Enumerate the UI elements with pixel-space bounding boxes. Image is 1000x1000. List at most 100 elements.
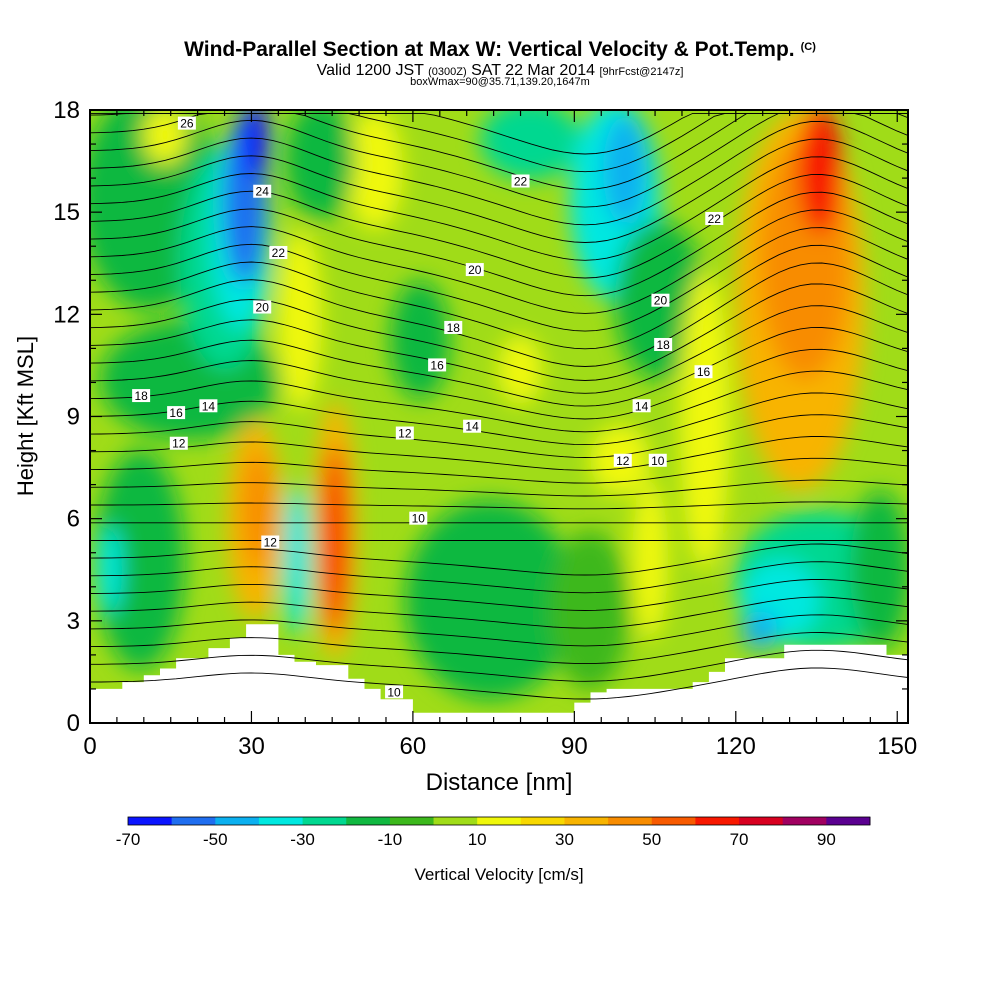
contour-label: 18 xyxy=(654,337,673,352)
contour-label-text: 16 xyxy=(169,406,183,420)
chart-subtitle: Valid 1200 JST (0300Z) SAT 22 Mar 2014 [… xyxy=(0,62,1000,80)
colorbar-swatch xyxy=(215,817,260,825)
theta-contour-line xyxy=(90,392,908,446)
y-tick-label: 3 xyxy=(67,608,80,635)
blob-cyan-downdraft xyxy=(283,485,311,635)
blob-red-right-top xyxy=(798,110,842,235)
colorbar-tick-label: 50 xyxy=(642,830,661,849)
contour-label: 10 xyxy=(409,511,428,526)
contour-label-bg xyxy=(465,263,484,277)
contour-label-bg xyxy=(613,453,632,467)
blob-red-updraft2 xyxy=(323,445,347,635)
colorbar-swatch xyxy=(826,817,871,825)
blob-darkblue-left xyxy=(241,110,269,180)
contour-label-text: 10 xyxy=(412,512,426,526)
x-tick-label: 90 xyxy=(561,733,588,760)
theta-contour-line xyxy=(90,174,908,279)
contour-label-text: 16 xyxy=(697,365,711,379)
theta-contour-line xyxy=(90,561,908,594)
contour-label-bg xyxy=(651,293,670,307)
velocity-field xyxy=(90,110,908,723)
y-tick-label: 0 xyxy=(67,710,80,737)
contour-label-bg xyxy=(648,453,667,467)
contour-label-bg xyxy=(632,399,651,413)
contour-label-text: 20 xyxy=(654,294,668,308)
contour-label-text: 20 xyxy=(256,301,270,315)
contour-label-bg xyxy=(253,300,272,314)
colorbar-swatch xyxy=(302,817,347,825)
colorbar-tick-label: 90 xyxy=(817,830,836,849)
theta-contour-line xyxy=(90,414,908,458)
x-tick-label: 0 xyxy=(83,733,96,760)
colorbar-swatch xyxy=(477,817,522,825)
blob-cyan-lower-left xyxy=(98,525,122,615)
contour-label-bg xyxy=(261,535,280,549)
contour-label: 10 xyxy=(385,685,404,699)
x-tick-label: 120 xyxy=(716,733,756,760)
theta-contour-line xyxy=(90,227,908,332)
contour-label-text: 14 xyxy=(202,399,216,413)
terrain-mask xyxy=(90,624,908,723)
blob-yellow-mid2 xyxy=(498,335,542,405)
blob-blue-right-low xyxy=(742,610,778,650)
contour-label: 22 xyxy=(705,211,724,226)
y-axis-label: Height [Kft MSL] xyxy=(13,336,38,496)
contour-label-bg xyxy=(463,419,482,433)
theta-contour-line xyxy=(90,667,908,700)
contour-labels: 26 24 22 20 18 16 14 12 12 12 10 10 16 18 20 14 22 12 10 14… xyxy=(132,116,724,699)
contour-label-bg xyxy=(409,511,428,525)
theta-contour-line xyxy=(90,244,908,350)
colorbar-swatch xyxy=(564,817,609,825)
blob-green-top-mid xyxy=(285,110,355,220)
contour-label: 26 xyxy=(177,116,196,131)
contour-label: 22 xyxy=(511,174,530,189)
contour-label: 12 xyxy=(613,453,632,468)
contour-label-bg xyxy=(444,320,463,334)
y-tick-label: 18 xyxy=(53,97,80,124)
contour-label-bg xyxy=(428,358,447,372)
contour-label-text: 18 xyxy=(447,321,461,335)
x-tick-label: 60 xyxy=(400,733,427,760)
contour-label-text: 18 xyxy=(656,338,670,352)
contour-label-bg xyxy=(654,337,673,351)
contour-label-text: 24 xyxy=(256,185,270,199)
contour-label-bg xyxy=(511,174,530,188)
colorbar-tick-label: -30 xyxy=(290,830,315,849)
colorbar-frame xyxy=(127,816,871,826)
theta-contour-line xyxy=(90,614,908,647)
blob-blue-top xyxy=(603,115,647,225)
contour-label-text: 26 xyxy=(180,117,194,131)
colorbar-swatch xyxy=(389,817,435,825)
valid-time: Valid 1200 JST xyxy=(316,62,424,79)
theta-contour-line xyxy=(90,501,908,510)
contour-label-bg xyxy=(177,116,196,130)
colorbar: -70 -50 -30 -10 10 30 50 70 90 xyxy=(116,816,871,849)
theta-contour-line xyxy=(90,120,908,226)
theta-contour-line xyxy=(90,112,908,155)
contour-label: 18 xyxy=(444,320,463,335)
x-tick-label: 30 xyxy=(238,733,265,760)
colorbar-swatch xyxy=(520,817,565,825)
theta-contour-line xyxy=(90,596,908,629)
contour-label: 16 xyxy=(694,365,713,379)
theta-contour-line xyxy=(90,436,908,471)
x-tick-label: 150 xyxy=(877,733,917,760)
colorbar-swatch xyxy=(258,817,304,825)
axes: 0 30 60 90 120 150 0 3 6 9 12 15 18 xyxy=(53,97,917,760)
contour-label-text: 22 xyxy=(272,246,286,260)
colorbar-tick-label: -50 xyxy=(203,830,228,849)
contour-label-text: 14 xyxy=(635,399,649,413)
contour-label-text: 14 xyxy=(465,420,479,434)
contour-label-bg xyxy=(253,184,272,198)
blob-cyan-top xyxy=(480,110,580,180)
colorbar-swatch xyxy=(782,817,827,825)
colorbar-swatch xyxy=(128,817,173,825)
contour-label-bg xyxy=(169,436,188,450)
contour-label: 18 xyxy=(132,389,151,403)
y-tick-label: 6 xyxy=(67,506,80,533)
contour-label-text: 22 xyxy=(708,212,722,226)
theta-contour-line xyxy=(90,479,908,497)
contour-label: 14 xyxy=(632,399,651,413)
theta-contour-line xyxy=(90,543,908,576)
contour-label: 22 xyxy=(269,246,288,260)
